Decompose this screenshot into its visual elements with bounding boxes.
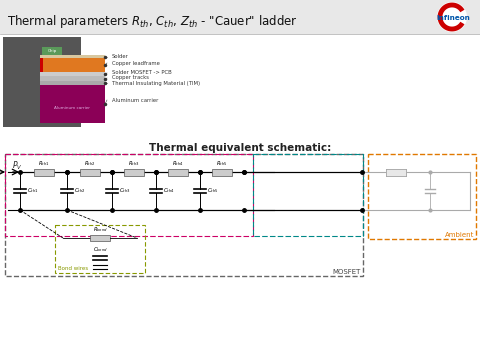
Text: Thermal parameters $R_{th}$, $C_{th}$, $Z_{th}$ - "Cauer" ladder: Thermal parameters $R_{th}$, $C_{th}$, $… (7, 13, 298, 29)
Bar (386, 168, 406, 176)
Text: $P_V$: $P_V$ (12, 160, 23, 172)
Bar (40, 58, 43, 72)
Text: $R_{th2}$: $R_{th2}$ (84, 159, 95, 168)
Circle shape (437, 2, 467, 32)
Bar (168, 168, 188, 176)
Bar (212, 168, 232, 176)
Text: Aluminum carrier: Aluminum carrier (112, 98, 158, 103)
Bar (0, 0, 480, 34)
Text: $R_{th1}$: $R_{th1}$ (38, 159, 49, 168)
Bar (386, 168, 406, 176)
Bar (5, 154, 363, 276)
Text: Copper leadframe: Copper leadframe (112, 61, 160, 65)
Bar (40, 72, 105, 76)
Text: $C_{th1}$: $C_{th1}$ (27, 187, 38, 195)
Text: $R_{th3}$: $R_{th3}$ (128, 159, 140, 168)
Bar (5, 154, 253, 236)
Bar (90, 235, 110, 241)
Bar (368, 154, 476, 239)
Text: Chip: Chip (48, 49, 57, 53)
Text: Solder MOSFET -> PCB: Solder MOSFET -> PCB (112, 70, 172, 75)
Bar (124, 168, 144, 176)
Text: $C_{bond}$: $C_{bond}$ (93, 246, 108, 255)
Text: $C_{th3}$: $C_{th3}$ (119, 187, 131, 195)
Bar (55, 225, 145, 273)
Bar (42, 47, 62, 55)
Text: $R_{bond}$: $R_{bond}$ (93, 225, 108, 234)
Text: $R_{th5}$: $R_{th5}$ (216, 159, 228, 168)
Bar (80, 168, 99, 176)
Bar (40, 81, 105, 85)
Text: Thermal equivalent schematic:: Thermal equivalent schematic: (149, 143, 331, 153)
Text: Bond wires: Bond wires (58, 266, 88, 271)
Text: Thermal Insulating Material (TIM): Thermal Insulating Material (TIM) (112, 80, 200, 85)
Bar (34, 168, 53, 176)
Text: MOSFET: MOSFET (333, 269, 361, 275)
Bar (3, 37, 81, 127)
Text: $R_{th4}$: $R_{th4}$ (172, 159, 184, 168)
Text: $C_{th5}$: $C_{th5}$ (207, 187, 218, 195)
Text: Infineon: Infineon (436, 15, 470, 21)
Text: Copper tracks: Copper tracks (112, 75, 149, 80)
Bar (253, 154, 363, 236)
Bar (40, 55, 105, 58)
Bar (40, 76, 105, 81)
Text: $P_V$: $P_V$ (0, 160, 1, 172)
Text: Ambient: Ambient (444, 232, 474, 238)
Bar (40, 85, 105, 123)
Bar (40, 58, 105, 72)
Text: $C_{th4}$: $C_{th4}$ (163, 187, 175, 195)
Text: Aluminum carrier: Aluminum carrier (54, 106, 90, 110)
Text: $C_{th2}$: $C_{th2}$ (74, 187, 85, 195)
Text: Solder: Solder (112, 55, 129, 60)
